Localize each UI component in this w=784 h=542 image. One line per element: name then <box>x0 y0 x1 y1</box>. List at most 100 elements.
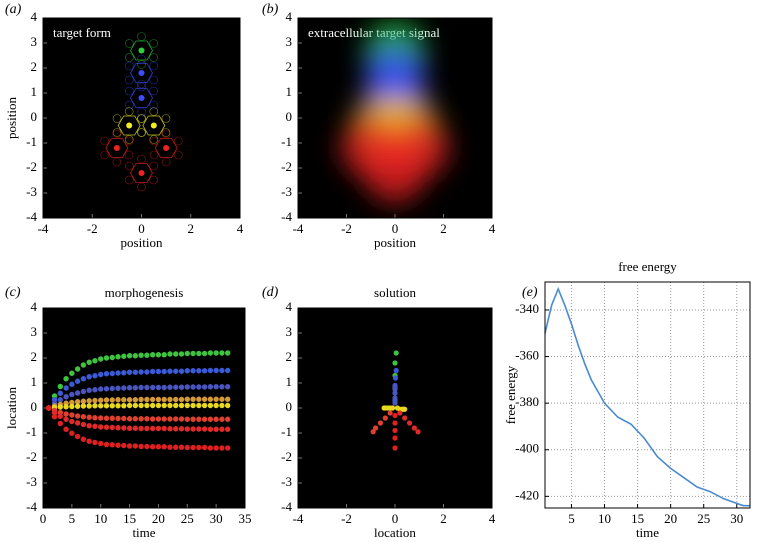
trajectory-point <box>109 424 115 431</box>
cell-ring <box>137 32 146 41</box>
path-point <box>393 367 399 374</box>
cell-ring <box>149 86 158 96</box>
x-tick-label: 5 <box>69 511 76 526</box>
trajectory-point <box>115 397 121 403</box>
path-point <box>402 415 408 421</box>
trajectory-point <box>155 396 162 403</box>
x-tick-label: 0 <box>138 221 145 236</box>
trajectory-point <box>69 370 75 376</box>
trajectory-point <box>201 384 208 390</box>
trajectory-point <box>115 385 121 391</box>
trajectory-point <box>213 367 219 374</box>
trajectory-point <box>161 384 167 391</box>
panel-label: (c) <box>5 285 21 300</box>
path-point <box>392 390 398 396</box>
trajectory-point <box>161 352 167 358</box>
trajectory-point <box>132 402 139 409</box>
trajectory-point <box>178 368 185 374</box>
path-point <box>393 350 399 356</box>
y-tick-label: 2 <box>31 59 38 74</box>
path-point <box>392 427 398 434</box>
x-tick-label: -2 <box>341 511 352 526</box>
trajectory-point <box>178 426 185 432</box>
trajectory-point <box>132 425 139 431</box>
trajectory-point <box>201 368 208 374</box>
trajectory-point <box>190 350 196 357</box>
trajectory-point <box>213 384 219 390</box>
path-point <box>392 360 398 366</box>
x-axis-label: time <box>636 525 659 540</box>
trajectory-point <box>178 444 185 450</box>
cell-ring <box>137 114 146 123</box>
trajectory-point <box>173 416 179 422</box>
trajectory-point <box>74 403 81 409</box>
trajectory-point <box>86 359 92 365</box>
trajectory-point <box>74 413 81 419</box>
cell-ring <box>137 60 146 69</box>
trajectory-point <box>115 403 121 409</box>
cell <box>163 145 170 151</box>
y-tick-label: 3 <box>31 34 38 49</box>
trajectory-point <box>103 441 110 448</box>
cell-ring <box>149 100 158 110</box>
cell-ring <box>149 161 158 171</box>
trajectory-point <box>224 426 231 432</box>
trajectory-point <box>184 368 190 374</box>
trajectory-point <box>224 384 231 390</box>
trajectory-point <box>138 369 144 375</box>
y-tick-label: 3 <box>286 34 293 49</box>
panel-label: (e) <box>522 285 538 300</box>
x-tick-label: 30 <box>210 511 223 526</box>
trajectory-point <box>190 426 196 432</box>
trajectory-point <box>74 378 81 384</box>
trajectory-point <box>86 387 92 393</box>
x-tick-label: -2 <box>87 221 98 236</box>
trajectory-point <box>207 416 214 422</box>
trajectory-point <box>144 402 150 409</box>
trajectory-point <box>196 368 202 374</box>
trajectory-point <box>213 445 219 451</box>
cell-ring <box>173 136 183 146</box>
trajectory-point <box>103 415 110 421</box>
y-tick-label: 4 <box>286 9 293 24</box>
trajectory-point <box>63 416 69 422</box>
trajectory-point <box>69 381 75 387</box>
cell-ring <box>149 39 158 48</box>
trajectory-point <box>86 398 92 404</box>
trajectory-point <box>109 442 115 448</box>
trajectory-point <box>196 396 202 402</box>
trajectory-point <box>121 385 127 391</box>
trajectory-point <box>196 444 202 451</box>
trajectory-point <box>173 402 179 409</box>
y-tick-label: -420 <box>515 487 539 502</box>
plot-frame <box>544 281 751 509</box>
trajectory-point <box>57 420 64 427</box>
trajectory-point <box>46 405 52 411</box>
trajectory-point <box>207 396 214 402</box>
trajectory-point <box>184 416 190 422</box>
trajectory-point <box>57 390 64 396</box>
trajectory-point <box>224 402 231 409</box>
trajectory-point <box>213 402 219 409</box>
cell-outline <box>117 115 141 136</box>
y-tick-label: 2 <box>31 349 38 364</box>
x-tick-label: 25 <box>697 511 710 526</box>
path-point <box>397 410 403 416</box>
trajectory-point <box>173 368 179 374</box>
cell-ring <box>125 161 134 171</box>
path-point <box>381 405 387 411</box>
trajectory-point <box>126 416 133 422</box>
x-tick-label: 15 <box>123 511 136 526</box>
cell-ring <box>112 157 122 167</box>
trajectory-point <box>57 413 64 419</box>
trajectory-point <box>74 399 81 405</box>
trajectory-point <box>161 402 167 409</box>
y-tick-label: 0 <box>286 399 293 414</box>
y-axis-label: free energy <box>503 365 518 424</box>
trajectory-point <box>224 416 231 422</box>
trajectory-point <box>144 352 150 358</box>
cell-ring <box>124 136 134 146</box>
cell-ring <box>161 114 171 123</box>
y-tick-label: -2 <box>281 159 292 174</box>
x-tick-label: 2 <box>440 511 447 526</box>
